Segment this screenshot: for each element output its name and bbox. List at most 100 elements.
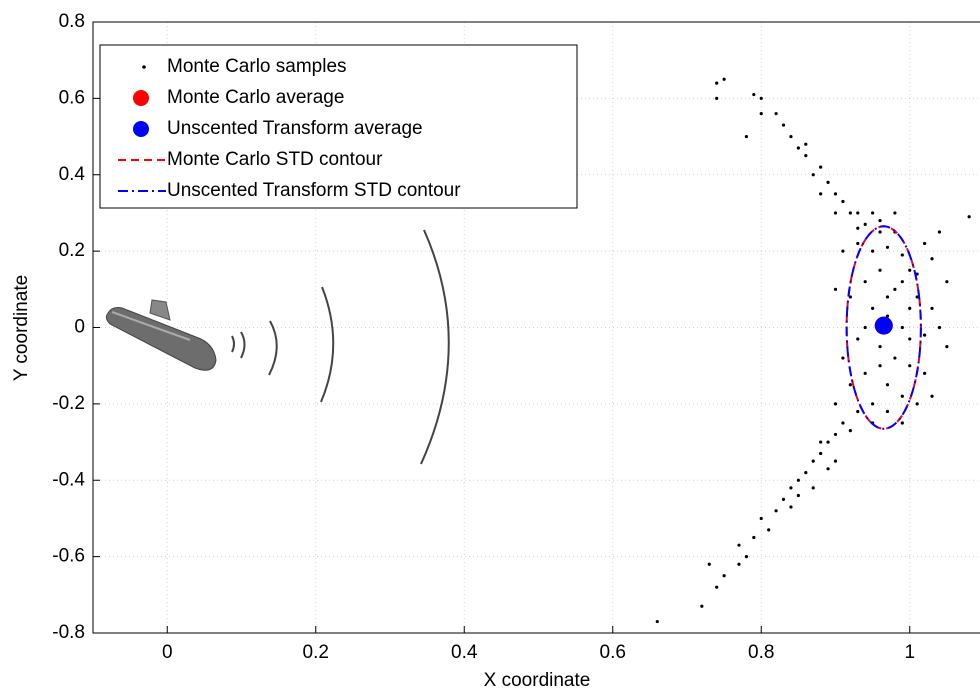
- y-tick-label: -0.6: [52, 546, 85, 567]
- sample-point: [945, 280, 949, 284]
- sample-point: [722, 77, 726, 81]
- sample-point: [744, 134, 749, 139]
- sample-point: [945, 344, 949, 349]
- sample-point: [826, 467, 830, 471]
- sample-point: [744, 555, 749, 559]
- sample-point: [752, 535, 756, 540]
- sample-point: [848, 383, 852, 387]
- sample-point: [848, 429, 852, 433]
- sonar-waves: [231, 229, 450, 465]
- y-tick-label: 0.6: [59, 87, 85, 108]
- sample-point: [819, 165, 823, 169]
- legend-marker: [133, 90, 149, 106]
- sample-point: [796, 146, 800, 150]
- std-contour: [845, 225, 922, 430]
- sample-point: [833, 432, 838, 437]
- sample-point: [893, 356, 897, 360]
- sample-point: [774, 112, 778, 116]
- sample-point: [804, 154, 808, 158]
- sample-point: [789, 505, 793, 509]
- legend-label: Monte Carlo average: [167, 87, 344, 108]
- sample-point: [826, 180, 830, 184]
- average-point: [874, 316, 893, 335]
- sample-point: [900, 280, 904, 284]
- sample-point: [781, 123, 786, 127]
- legend-marker: [142, 65, 146, 69]
- sample-point: [715, 81, 719, 85]
- sample-point: [774, 509, 778, 513]
- sample-point: [863, 371, 867, 375]
- sample-point: [900, 421, 904, 425]
- sample-point: [885, 383, 890, 387]
- sample-point: [737, 543, 741, 547]
- sample-point: [915, 295, 919, 299]
- sample-point: [833, 192, 838, 196]
- sample-point: [715, 96, 719, 100]
- sample-point: [781, 497, 786, 501]
- x-tick-label: 1: [904, 642, 915, 663]
- sample-point: [841, 249, 845, 253]
- sample-point: [856, 337, 860, 341]
- sample-point: [871, 211, 875, 215]
- sample-point: [863, 325, 867, 330]
- sample-point: [923, 241, 927, 246]
- sample-point: [923, 371, 927, 375]
- sample-point: [863, 280, 867, 284]
- plot-frame: [92, 21, 980, 634]
- sample-point: [796, 493, 800, 498]
- sample-point: [908, 306, 912, 311]
- sample-point: [737, 562, 741, 566]
- legend-label: Monte Carlo samples: [167, 56, 347, 77]
- submarine-illustration: [105, 299, 217, 371]
- sample-point: [878, 344, 882, 349]
- sample-point: [767, 528, 771, 532]
- sample-point: [848, 211, 852, 215]
- sample-point: [819, 451, 823, 456]
- legend-label: Unscented Transform STD contour: [167, 180, 461, 201]
- sample-point: [871, 306, 875, 311]
- sample-point: [900, 253, 904, 257]
- sample-point: [908, 337, 912, 341]
- sample-point: [796, 478, 800, 482]
- y-tick-label: -0.8: [52, 622, 85, 643]
- sample-point: [900, 325, 904, 330]
- sample-point: [841, 199, 845, 204]
- sample-point: [759, 96, 763, 100]
- sample-point: [715, 585, 719, 589]
- sample-point: [915, 402, 919, 406]
- sample-point: [930, 394, 934, 398]
- sample-point: [923, 333, 927, 337]
- y-tick-label: 0: [74, 317, 85, 338]
- sample-point: [871, 402, 875, 406]
- sample-point: [700, 604, 704, 608]
- sample-point: [826, 440, 830, 444]
- sample-point: [759, 516, 763, 521]
- sample-point: [893, 287, 897, 291]
- sample-point: [930, 257, 934, 261]
- legend: Monte Carlo samples Monte Carlo average Un…: [99, 44, 578, 209]
- sample-point: [804, 142, 808, 146]
- plot-area: 0 0.2 0.4 0.6 0.8 1 -0.8 -0.6 -0.4 -0.2 0 0.2 0.4 0.6…: [52, 11, 980, 663]
- sample-point: [937, 325, 942, 330]
- sample-point: [930, 306, 934, 311]
- sample-point: [841, 356, 845, 360]
- sample-point: [885, 314, 890, 318]
- sample-point: [819, 440, 823, 444]
- y-tick-label: -0.4: [52, 469, 85, 490]
- sample-point: [707, 562, 711, 566]
- sample-point: [833, 402, 838, 406]
- sample-point: [967, 215, 971, 219]
- sample-point: [811, 459, 815, 463]
- sample-point: [833, 459, 838, 463]
- sample-point: [863, 222, 867, 226]
- sample-point: [856, 211, 860, 215]
- legend-box: [99, 44, 578, 209]
- sample-point: [856, 241, 860, 246]
- legend-label: Monte Carlo STD contour: [167, 149, 383, 170]
- sample-point: [878, 364, 882, 368]
- sample-point: [789, 486, 793, 490]
- y-tick-label: 0.2: [59, 240, 85, 261]
- sample-point: [804, 471, 808, 475]
- y-tick-label: -0.2: [52, 393, 85, 414]
